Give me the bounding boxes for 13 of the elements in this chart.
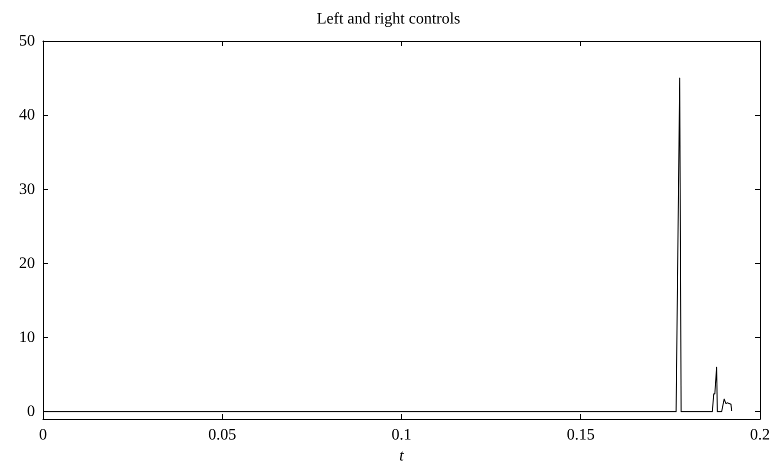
y-tick-label: 0 xyxy=(27,403,35,420)
y-tick-label: 40 xyxy=(19,106,35,124)
x-tick-label: 0.1 xyxy=(392,426,412,444)
y-tick-label: 10 xyxy=(19,329,35,346)
x-axis-title: t xyxy=(399,448,404,464)
x-tick-label: 0.05 xyxy=(208,426,236,444)
y-tick-label: 20 xyxy=(19,254,35,272)
chart-title: Left and right controls xyxy=(316,10,460,28)
y-tick-label: 30 xyxy=(19,180,35,198)
x-tick-label: 0.2 xyxy=(750,426,770,444)
y-tick-label: 50 xyxy=(19,32,35,50)
x-tick-label: 0.15 xyxy=(566,426,595,444)
x-tick-label: 0 xyxy=(39,426,47,444)
